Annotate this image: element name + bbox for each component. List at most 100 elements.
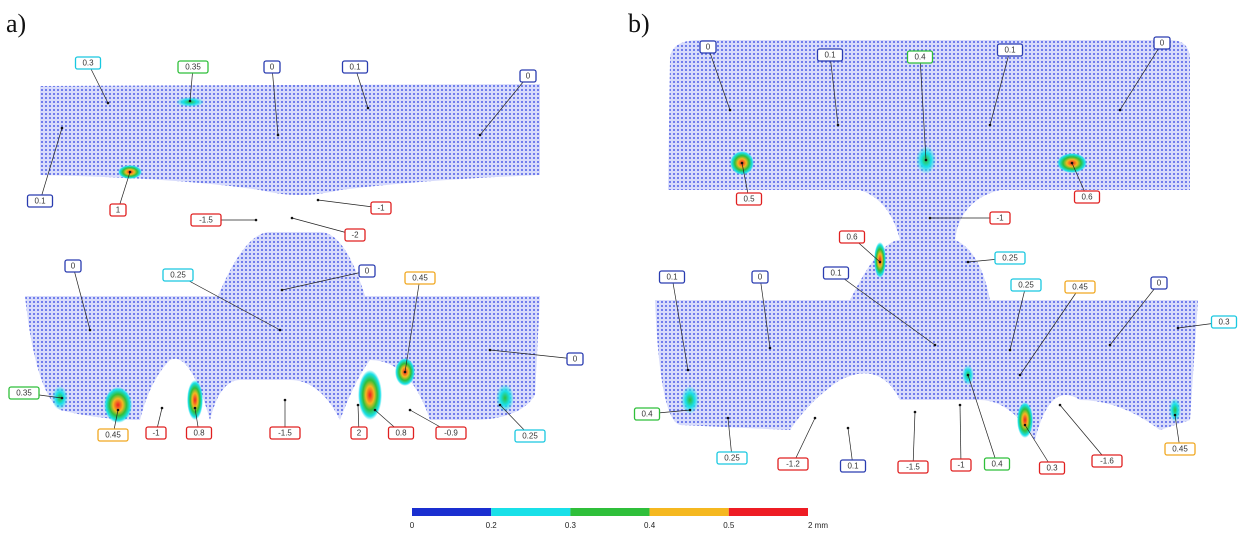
annotation: 0.1 [841, 427, 866, 472]
label-text: 0.45 [105, 431, 121, 440]
leader-dot [194, 407, 197, 410]
leader-dot [499, 404, 502, 407]
label-text: 0.45 [1172, 445, 1188, 454]
leader-dot [925, 159, 928, 162]
leader-dot [1059, 404, 1062, 407]
label-text: 0 [526, 72, 531, 81]
leader-dot [769, 347, 772, 350]
colorbar-tick-label: 0 [410, 521, 415, 530]
colorbar-tick-label: 0.5 [723, 521, 735, 530]
label-text: 0.25 [522, 432, 538, 441]
leader-dot [814, 417, 817, 420]
colorbar-segment [729, 508, 808, 516]
leader-dot [291, 217, 294, 220]
mesh-a-bottom [25, 232, 540, 420]
leader-dot [357, 404, 360, 407]
leader-dot [61, 127, 64, 130]
label-text: 0.6 [1081, 193, 1093, 202]
label-text: 0.4 [641, 410, 653, 419]
leader-dot [914, 411, 917, 414]
colorbar: 00.20.30.40.52 mm [410, 508, 829, 530]
leader-dot [479, 134, 482, 137]
leader-dot [959, 404, 962, 407]
label-text: -1.5 [199, 216, 213, 225]
leader-dot [107, 102, 110, 105]
hot-spot [187, 380, 203, 420]
annotation: 0.8 [374, 409, 414, 439]
label-text: 0 [1157, 279, 1162, 288]
annotation: -1.5 [270, 399, 300, 439]
panel-label: b) [628, 9, 650, 38]
leader-dot [847, 427, 850, 430]
mesh-b-top [668, 40, 1190, 240]
label-text: -2 [351, 231, 359, 240]
colorbar-segment [491, 508, 570, 516]
label-text: 0.1 [1004, 46, 1016, 55]
label-text: -1.6 [1100, 457, 1114, 466]
leader-dot [687, 369, 690, 372]
label-text: -0.9 [444, 429, 458, 438]
leader-dot [934, 344, 937, 347]
leader-dot [1177, 327, 1180, 330]
leader-dot [837, 124, 840, 127]
hot-spot [874, 242, 886, 278]
label-text: -1 [152, 429, 160, 438]
label-text: 0.35 [185, 63, 201, 72]
label-text: 0.1 [349, 63, 361, 72]
label-text: 0.45 [412, 274, 428, 283]
colorbar-segment [650, 508, 729, 516]
leader-dot [1109, 344, 1112, 347]
leader-line [793, 418, 815, 464]
leader-dot [89, 329, 92, 332]
hot-spot [358, 370, 382, 420]
label-text: 0.6 [846, 233, 858, 242]
leader-dot [255, 219, 258, 222]
label-text: 0.25 [1002, 254, 1018, 263]
leader-dot [1009, 349, 1012, 352]
annotation: -1 [317, 199, 391, 214]
leader-line [913, 412, 915, 467]
label-text: 0 [71, 262, 76, 271]
label-text: 0.4 [914, 53, 926, 62]
leader-dot [374, 409, 377, 412]
leader-dot [689, 409, 692, 412]
label-text: 0.3 [1046, 464, 1058, 473]
leader-line [1060, 405, 1107, 461]
leader-dot [741, 162, 744, 165]
label-text: 0.25 [170, 271, 186, 280]
colorbar-tick-label: 0.4 [644, 521, 656, 530]
label-text: 0.5 [743, 195, 755, 204]
label-text: 0.35 [16, 389, 32, 398]
label-text: 0.1 [830, 269, 842, 278]
colorbar-segment [570, 508, 649, 516]
label-text: 0.25 [724, 454, 740, 463]
mesh-b-bottom [655, 240, 1198, 440]
leader-dot [281, 289, 284, 292]
label-text: 0.3 [82, 59, 94, 68]
leader-dot [409, 409, 412, 412]
label-text: 0.1 [824, 51, 836, 60]
panel-label: a) [6, 9, 26, 38]
label-text: 0 [758, 273, 763, 282]
label-text: -1 [377, 204, 385, 213]
label-text: -1.2 [786, 460, 800, 469]
colorbar-segment [412, 508, 491, 516]
leader-dot [1024, 424, 1027, 427]
annotation: -1 [146, 407, 166, 439]
hot-spot [496, 384, 514, 412]
leader-dot [1071, 162, 1074, 165]
leader-dot [61, 397, 64, 400]
figure: 0.30.3500.100.11-1-1.5-200.2500.4500.350… [0, 0, 1244, 536]
colorbar-tick-label: 0.2 [486, 521, 498, 530]
label-text: 0.1 [34, 197, 46, 206]
leader-dot [1174, 414, 1177, 417]
colorbar-tick-label: 2 mm [808, 521, 828, 530]
leader-dot [189, 100, 192, 103]
leader-dot [727, 417, 730, 420]
annotation: -1.5 [898, 411, 928, 473]
leader-dot [929, 217, 932, 220]
label-text: 0.1 [666, 273, 678, 282]
label-text: 0 [270, 63, 275, 72]
label-text: -1.5 [278, 429, 292, 438]
leader-dot [967, 261, 970, 264]
